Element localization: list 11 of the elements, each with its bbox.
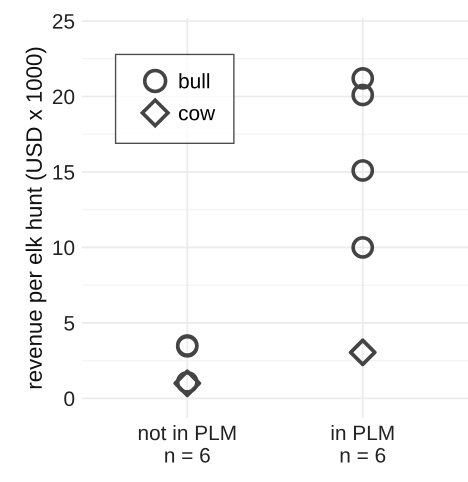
- y-tick-label: 20: [52, 89, 74, 104]
- y-tick-label: 0: [64, 391, 74, 406]
- y-axis-title: revenue per elk hunt (USD x 1000): [26, 48, 46, 388]
- legend-label: bull: [179, 73, 210, 88]
- y-tick-label: 5: [64, 316, 74, 331]
- y-tick-label: 25: [52, 14, 74, 29]
- x-tick-label: in PLM n = 6: [332, 424, 394, 463]
- x-tick-label: not in PLM n = 6: [138, 424, 236, 463]
- y-tick-label: 15: [53, 165, 74, 180]
- legend-label: cow: [178, 108, 216, 120]
- y-tick-label: 10: [53, 240, 74, 256]
